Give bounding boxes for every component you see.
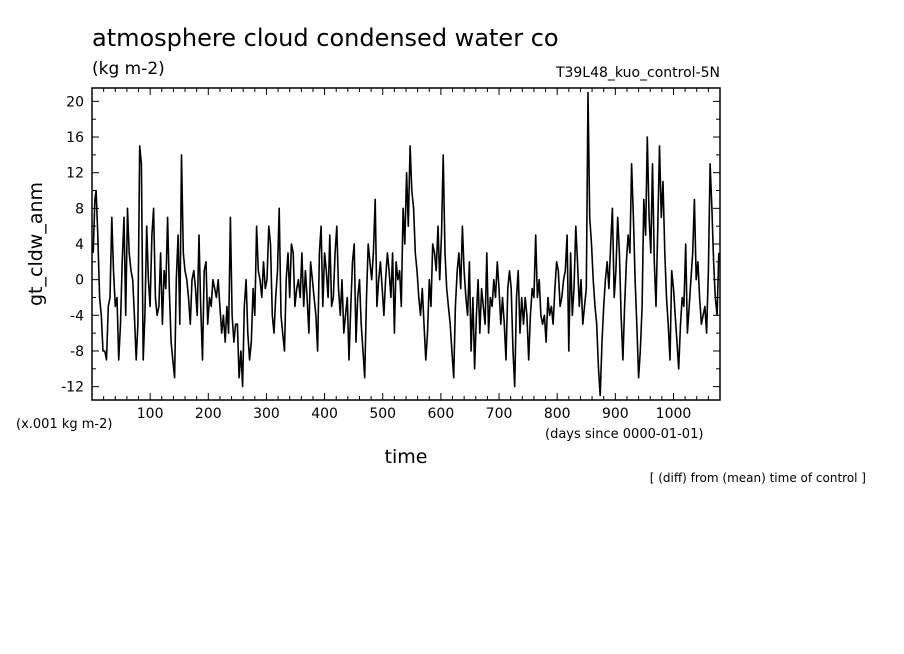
series-layer: [92, 91, 720, 397]
x-tick-label: 400: [311, 406, 338, 422]
y-tick-label: -4: [70, 308, 84, 324]
x-unit-label: (days since 0000-01-01): [545, 427, 703, 442]
x-tick-labels: 100 200 300 400 500 600 700 800 900 1000: [137, 406, 692, 422]
x-tick-label: 100: [137, 406, 164, 422]
x-tick-label: 900: [602, 406, 629, 422]
y-tick-label: -8: [70, 344, 84, 360]
x-tick-label: 700: [486, 406, 513, 422]
y-tick-label: 4: [75, 237, 84, 253]
y-axis-label: gt_cldw_anm: [25, 182, 47, 306]
method-note: [ (diff) from (mean) time of control ]: [650, 471, 866, 485]
y-tick-label: 16: [66, 130, 84, 146]
y-tick-label: 12: [66, 166, 84, 182]
run-label: T39L48_kuo_control-5N: [555, 65, 720, 81]
y-tick-label: 0: [75, 273, 84, 289]
x-tick-label: 600: [428, 406, 455, 422]
y-tick-label: -12: [61, 380, 84, 396]
x-tick-label: 500: [369, 406, 396, 422]
y-unit-label: (x.001 kg m-2): [16, 417, 112, 432]
series-line: [92, 91, 720, 397]
y-tick-label: 20: [66, 94, 84, 110]
tick-marks: [92, 88, 721, 400]
y-tick-labels: -12 -8 -4 0 4 8 12 16 20: [61, 94, 84, 395]
x-tick-label: 800: [544, 406, 571, 422]
y-tick-label: 8: [75, 201, 84, 217]
plot-frame: [91, 87, 721, 401]
chart-title: atmosphere cloud condensed water co: [92, 24, 559, 52]
x-tick-label: 200: [195, 406, 222, 422]
x-tick-label: 300: [253, 406, 280, 422]
x-tick-label: 1000: [656, 406, 692, 422]
x-axis-label: time: [385, 446, 428, 468]
chart-subtitle: (kg m-2): [92, 59, 165, 79]
